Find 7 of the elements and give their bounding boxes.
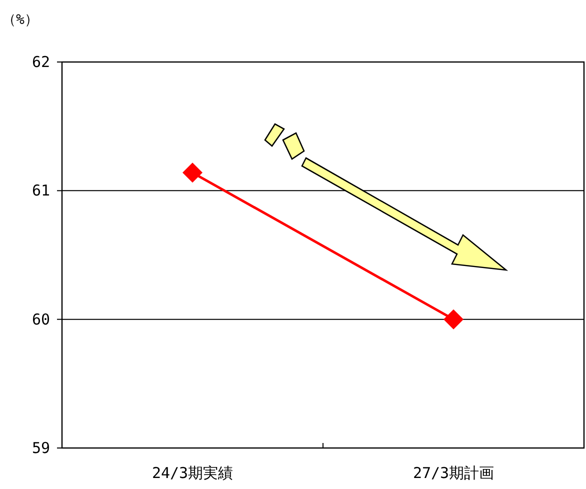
y-tick-label: 62 bbox=[32, 53, 50, 71]
y-axis-title: （%） bbox=[2, 12, 38, 28]
y-tick-label: 59 bbox=[32, 439, 50, 457]
y-tick-label: 60 bbox=[32, 310, 50, 328]
y-tick-label: 61 bbox=[32, 182, 50, 200]
x-tick-label: 27/3期計画 bbox=[412, 464, 494, 482]
x-tick-label: 24/3期実績 bbox=[152, 464, 234, 482]
